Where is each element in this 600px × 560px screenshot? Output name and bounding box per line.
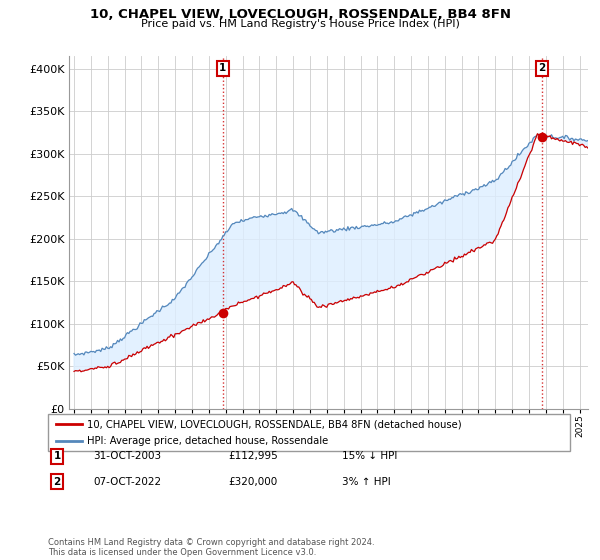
Text: 10, CHAPEL VIEW, LOVECLOUGH, ROSSENDALE, BB4 8FN: 10, CHAPEL VIEW, LOVECLOUGH, ROSSENDALE,… [89, 8, 511, 21]
Text: 3% ↑ HPI: 3% ↑ HPI [342, 477, 391, 487]
Text: 07-OCT-2022: 07-OCT-2022 [93, 477, 161, 487]
Text: 15% ↓ HPI: 15% ↓ HPI [342, 451, 397, 461]
FancyBboxPatch shape [48, 414, 570, 451]
Text: Price paid vs. HM Land Registry's House Price Index (HPI): Price paid vs. HM Land Registry's House … [140, 19, 460, 29]
Text: 1: 1 [219, 63, 226, 73]
Text: 10, CHAPEL VIEW, LOVECLOUGH, ROSSENDALE, BB4 8FN (detached house): 10, CHAPEL VIEW, LOVECLOUGH, ROSSENDALE,… [87, 419, 462, 429]
Text: 2: 2 [53, 477, 61, 487]
Text: 31-OCT-2003: 31-OCT-2003 [93, 451, 161, 461]
Text: 2: 2 [538, 63, 545, 73]
Text: HPI: Average price, detached house, Rossendale: HPI: Average price, detached house, Ross… [87, 436, 328, 446]
Text: £112,995: £112,995 [228, 451, 278, 461]
Text: 1: 1 [53, 451, 61, 461]
Text: Contains HM Land Registry data © Crown copyright and database right 2024.
This d: Contains HM Land Registry data © Crown c… [48, 538, 374, 557]
Text: £320,000: £320,000 [228, 477, 277, 487]
